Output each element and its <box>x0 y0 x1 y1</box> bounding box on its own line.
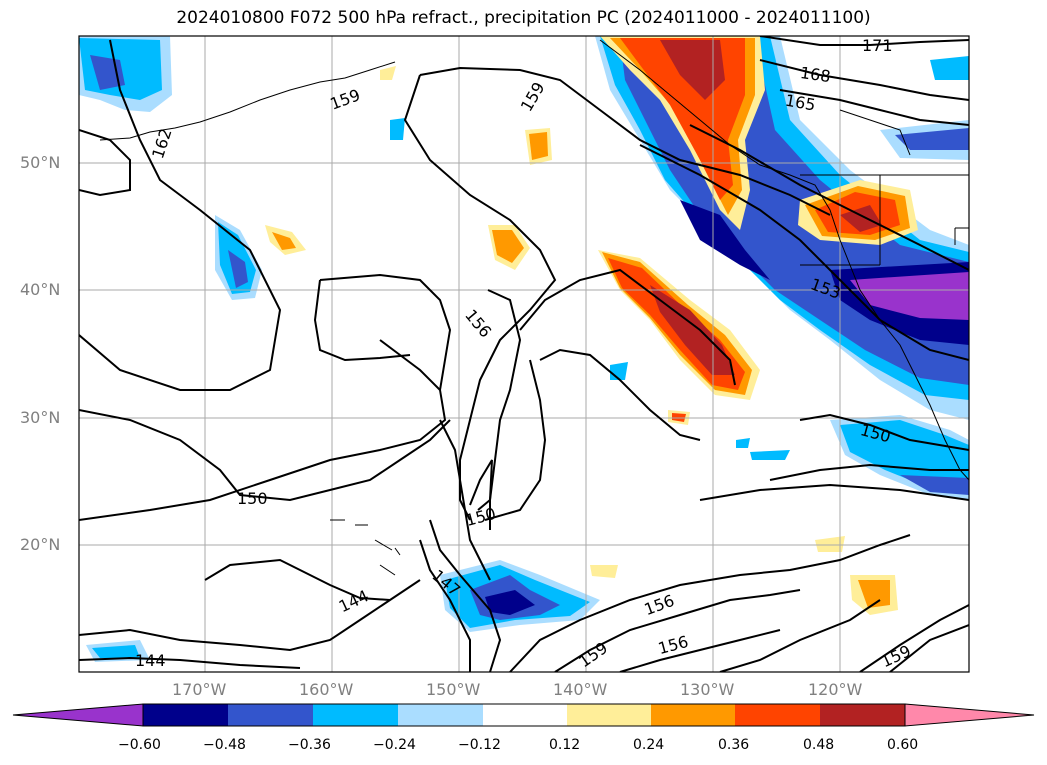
gridlines <box>79 36 969 672</box>
contour-label: 171 <box>862 36 893 55</box>
lat-label: 30°N <box>20 408 61 427</box>
map-title: 2024010800 F072 500 hPa refract., precip… <box>176 8 871 28</box>
contour-label: 144 <box>135 651 166 670</box>
lat-label: 20°N <box>20 535 61 554</box>
colorbar-tick: 0.36 <box>718 737 750 753</box>
plot-frame <box>78 35 970 673</box>
colorbar <box>12 703 1035 727</box>
lat-label: 50°N <box>20 153 61 172</box>
colorbar-tick: −0.12 <box>458 737 501 753</box>
lon-label: 150°W <box>426 680 481 699</box>
colorbar-tick: 0.24 <box>633 737 665 753</box>
colorbar-tick: 0.48 <box>803 737 835 753</box>
contours <box>79 36 969 672</box>
contour-label: 150 <box>237 489 268 508</box>
colorbar-tick: 0.60 <box>887 737 919 753</box>
colorbar-tick: −0.48 <box>203 737 246 753</box>
lon-label: 140°W <box>553 680 608 699</box>
colorbar-tick: −0.24 <box>373 737 416 753</box>
colorbar-tick: −0.36 <box>288 737 331 753</box>
colorbar-tick: 0.12 <box>549 737 581 753</box>
lon-label: 120°W <box>808 680 863 699</box>
coastlines <box>99 39 969 576</box>
lon-label: 130°W <box>680 680 735 699</box>
lon-label: 160°W <box>299 680 354 699</box>
colorbar-tick: −0.60 <box>118 737 161 753</box>
contour-label: 168 <box>799 63 832 86</box>
lat-label: 40°N <box>20 280 61 299</box>
lon-label: 170°W <box>172 680 227 699</box>
